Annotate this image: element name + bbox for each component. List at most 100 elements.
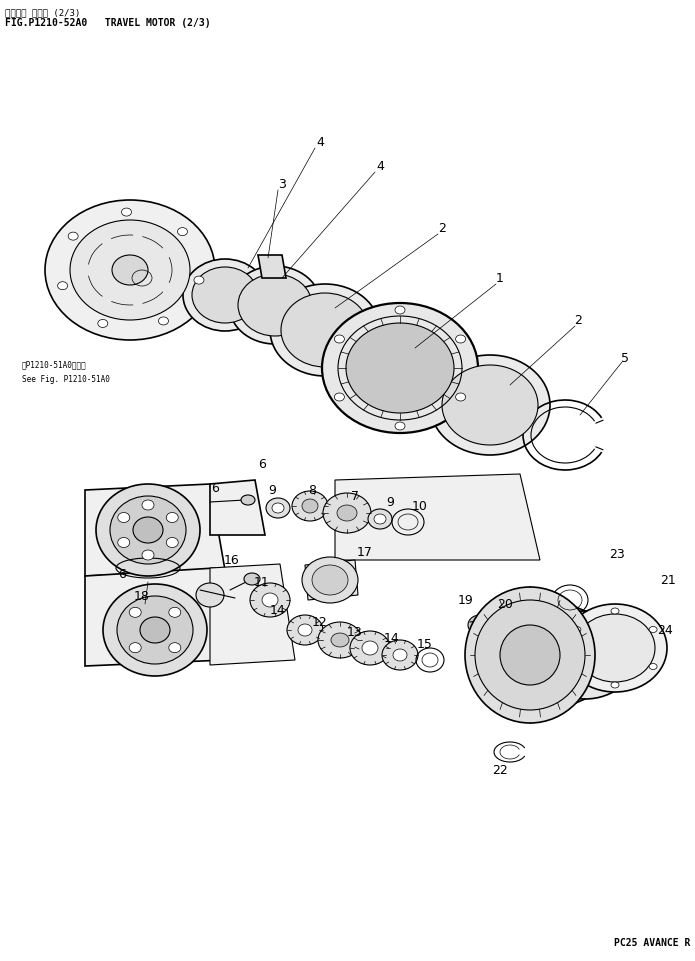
- Text: 4: 4: [376, 160, 384, 174]
- Text: 3: 3: [278, 179, 286, 191]
- Ellipse shape: [442, 365, 538, 445]
- Text: 13: 13: [347, 626, 363, 638]
- Ellipse shape: [58, 282, 67, 289]
- Ellipse shape: [183, 259, 267, 331]
- Ellipse shape: [456, 393, 466, 401]
- Text: 24: 24: [657, 624, 673, 636]
- Ellipse shape: [395, 422, 405, 430]
- Text: 20: 20: [497, 599, 513, 611]
- Ellipse shape: [129, 607, 141, 617]
- Ellipse shape: [611, 608, 619, 614]
- Text: 15: 15: [417, 638, 433, 652]
- Ellipse shape: [133, 517, 163, 543]
- Ellipse shape: [166, 512, 178, 523]
- Text: 6: 6: [258, 457, 266, 471]
- Ellipse shape: [142, 500, 154, 510]
- Text: 10: 10: [412, 500, 428, 512]
- Ellipse shape: [500, 625, 560, 685]
- Polygon shape: [210, 564, 295, 665]
- Ellipse shape: [510, 624, 520, 632]
- Ellipse shape: [350, 631, 390, 665]
- Ellipse shape: [270, 284, 380, 376]
- Ellipse shape: [334, 393, 345, 401]
- Ellipse shape: [322, 303, 478, 433]
- Ellipse shape: [468, 615, 492, 635]
- Ellipse shape: [281, 293, 369, 367]
- Text: See Fig. P1210-51A0: See Fig. P1210-51A0: [22, 375, 110, 384]
- Ellipse shape: [238, 274, 312, 336]
- Ellipse shape: [244, 573, 260, 585]
- Ellipse shape: [346, 323, 454, 413]
- Ellipse shape: [287, 615, 323, 645]
- Ellipse shape: [533, 611, 637, 699]
- Ellipse shape: [70, 220, 190, 320]
- Ellipse shape: [110, 496, 186, 564]
- Ellipse shape: [129, 643, 141, 653]
- Ellipse shape: [98, 319, 108, 328]
- Ellipse shape: [362, 641, 378, 655]
- Ellipse shape: [430, 355, 550, 455]
- Text: 9: 9: [386, 497, 394, 509]
- Ellipse shape: [292, 491, 328, 521]
- Text: 6: 6: [211, 481, 219, 495]
- Ellipse shape: [122, 209, 131, 216]
- Ellipse shape: [196, 583, 224, 607]
- Text: 18: 18: [134, 590, 150, 604]
- Text: 16: 16: [224, 554, 240, 566]
- Ellipse shape: [318, 622, 362, 658]
- Ellipse shape: [331, 633, 349, 647]
- Ellipse shape: [337, 505, 357, 521]
- Ellipse shape: [393, 649, 407, 661]
- Ellipse shape: [117, 596, 193, 664]
- Text: 9: 9: [268, 483, 276, 497]
- Ellipse shape: [302, 557, 358, 603]
- Polygon shape: [210, 480, 265, 535]
- Ellipse shape: [112, 255, 148, 285]
- Ellipse shape: [45, 200, 215, 340]
- Polygon shape: [85, 568, 225, 666]
- Ellipse shape: [241, 495, 255, 505]
- Ellipse shape: [117, 537, 130, 548]
- Ellipse shape: [266, 498, 290, 518]
- Ellipse shape: [250, 583, 290, 617]
- Ellipse shape: [368, 509, 392, 529]
- Ellipse shape: [505, 620, 525, 636]
- Ellipse shape: [312, 565, 348, 595]
- Ellipse shape: [302, 499, 318, 513]
- Ellipse shape: [575, 614, 655, 682]
- Ellipse shape: [382, 640, 418, 670]
- Ellipse shape: [192, 267, 258, 323]
- Ellipse shape: [140, 617, 170, 643]
- Text: 1: 1: [496, 272, 504, 284]
- Text: 4: 4: [316, 136, 324, 150]
- Ellipse shape: [158, 317, 168, 325]
- Ellipse shape: [68, 233, 78, 240]
- Ellipse shape: [456, 335, 466, 343]
- Ellipse shape: [465, 587, 595, 723]
- Text: 14: 14: [384, 631, 400, 645]
- Text: 6: 6: [118, 569, 126, 581]
- Text: FIG.P1210-52A0   TRAVEL MOTOR (2/3): FIG.P1210-52A0 TRAVEL MOTOR (2/3): [5, 18, 211, 28]
- Ellipse shape: [117, 512, 130, 523]
- Text: 8: 8: [308, 483, 316, 497]
- Text: 5: 5: [621, 352, 629, 364]
- Ellipse shape: [169, 643, 181, 653]
- Ellipse shape: [563, 604, 667, 692]
- Ellipse shape: [262, 593, 278, 607]
- Ellipse shape: [323, 493, 371, 533]
- Text: サウコウ モータ (2/3): サウコウ モータ (2/3): [5, 8, 80, 17]
- Ellipse shape: [611, 682, 619, 688]
- Ellipse shape: [96, 484, 200, 576]
- Text: PC25 AVANCE R: PC25 AVANCE R: [614, 938, 690, 948]
- Text: 12: 12: [312, 615, 328, 628]
- Text: 11: 11: [254, 576, 270, 588]
- Ellipse shape: [649, 663, 657, 670]
- Text: 23: 23: [609, 549, 625, 561]
- Text: 14: 14: [270, 604, 286, 617]
- Ellipse shape: [374, 514, 386, 524]
- Text: 17: 17: [357, 547, 373, 559]
- Ellipse shape: [103, 584, 207, 676]
- Ellipse shape: [177, 228, 188, 235]
- Ellipse shape: [142, 550, 154, 560]
- Polygon shape: [305, 560, 358, 600]
